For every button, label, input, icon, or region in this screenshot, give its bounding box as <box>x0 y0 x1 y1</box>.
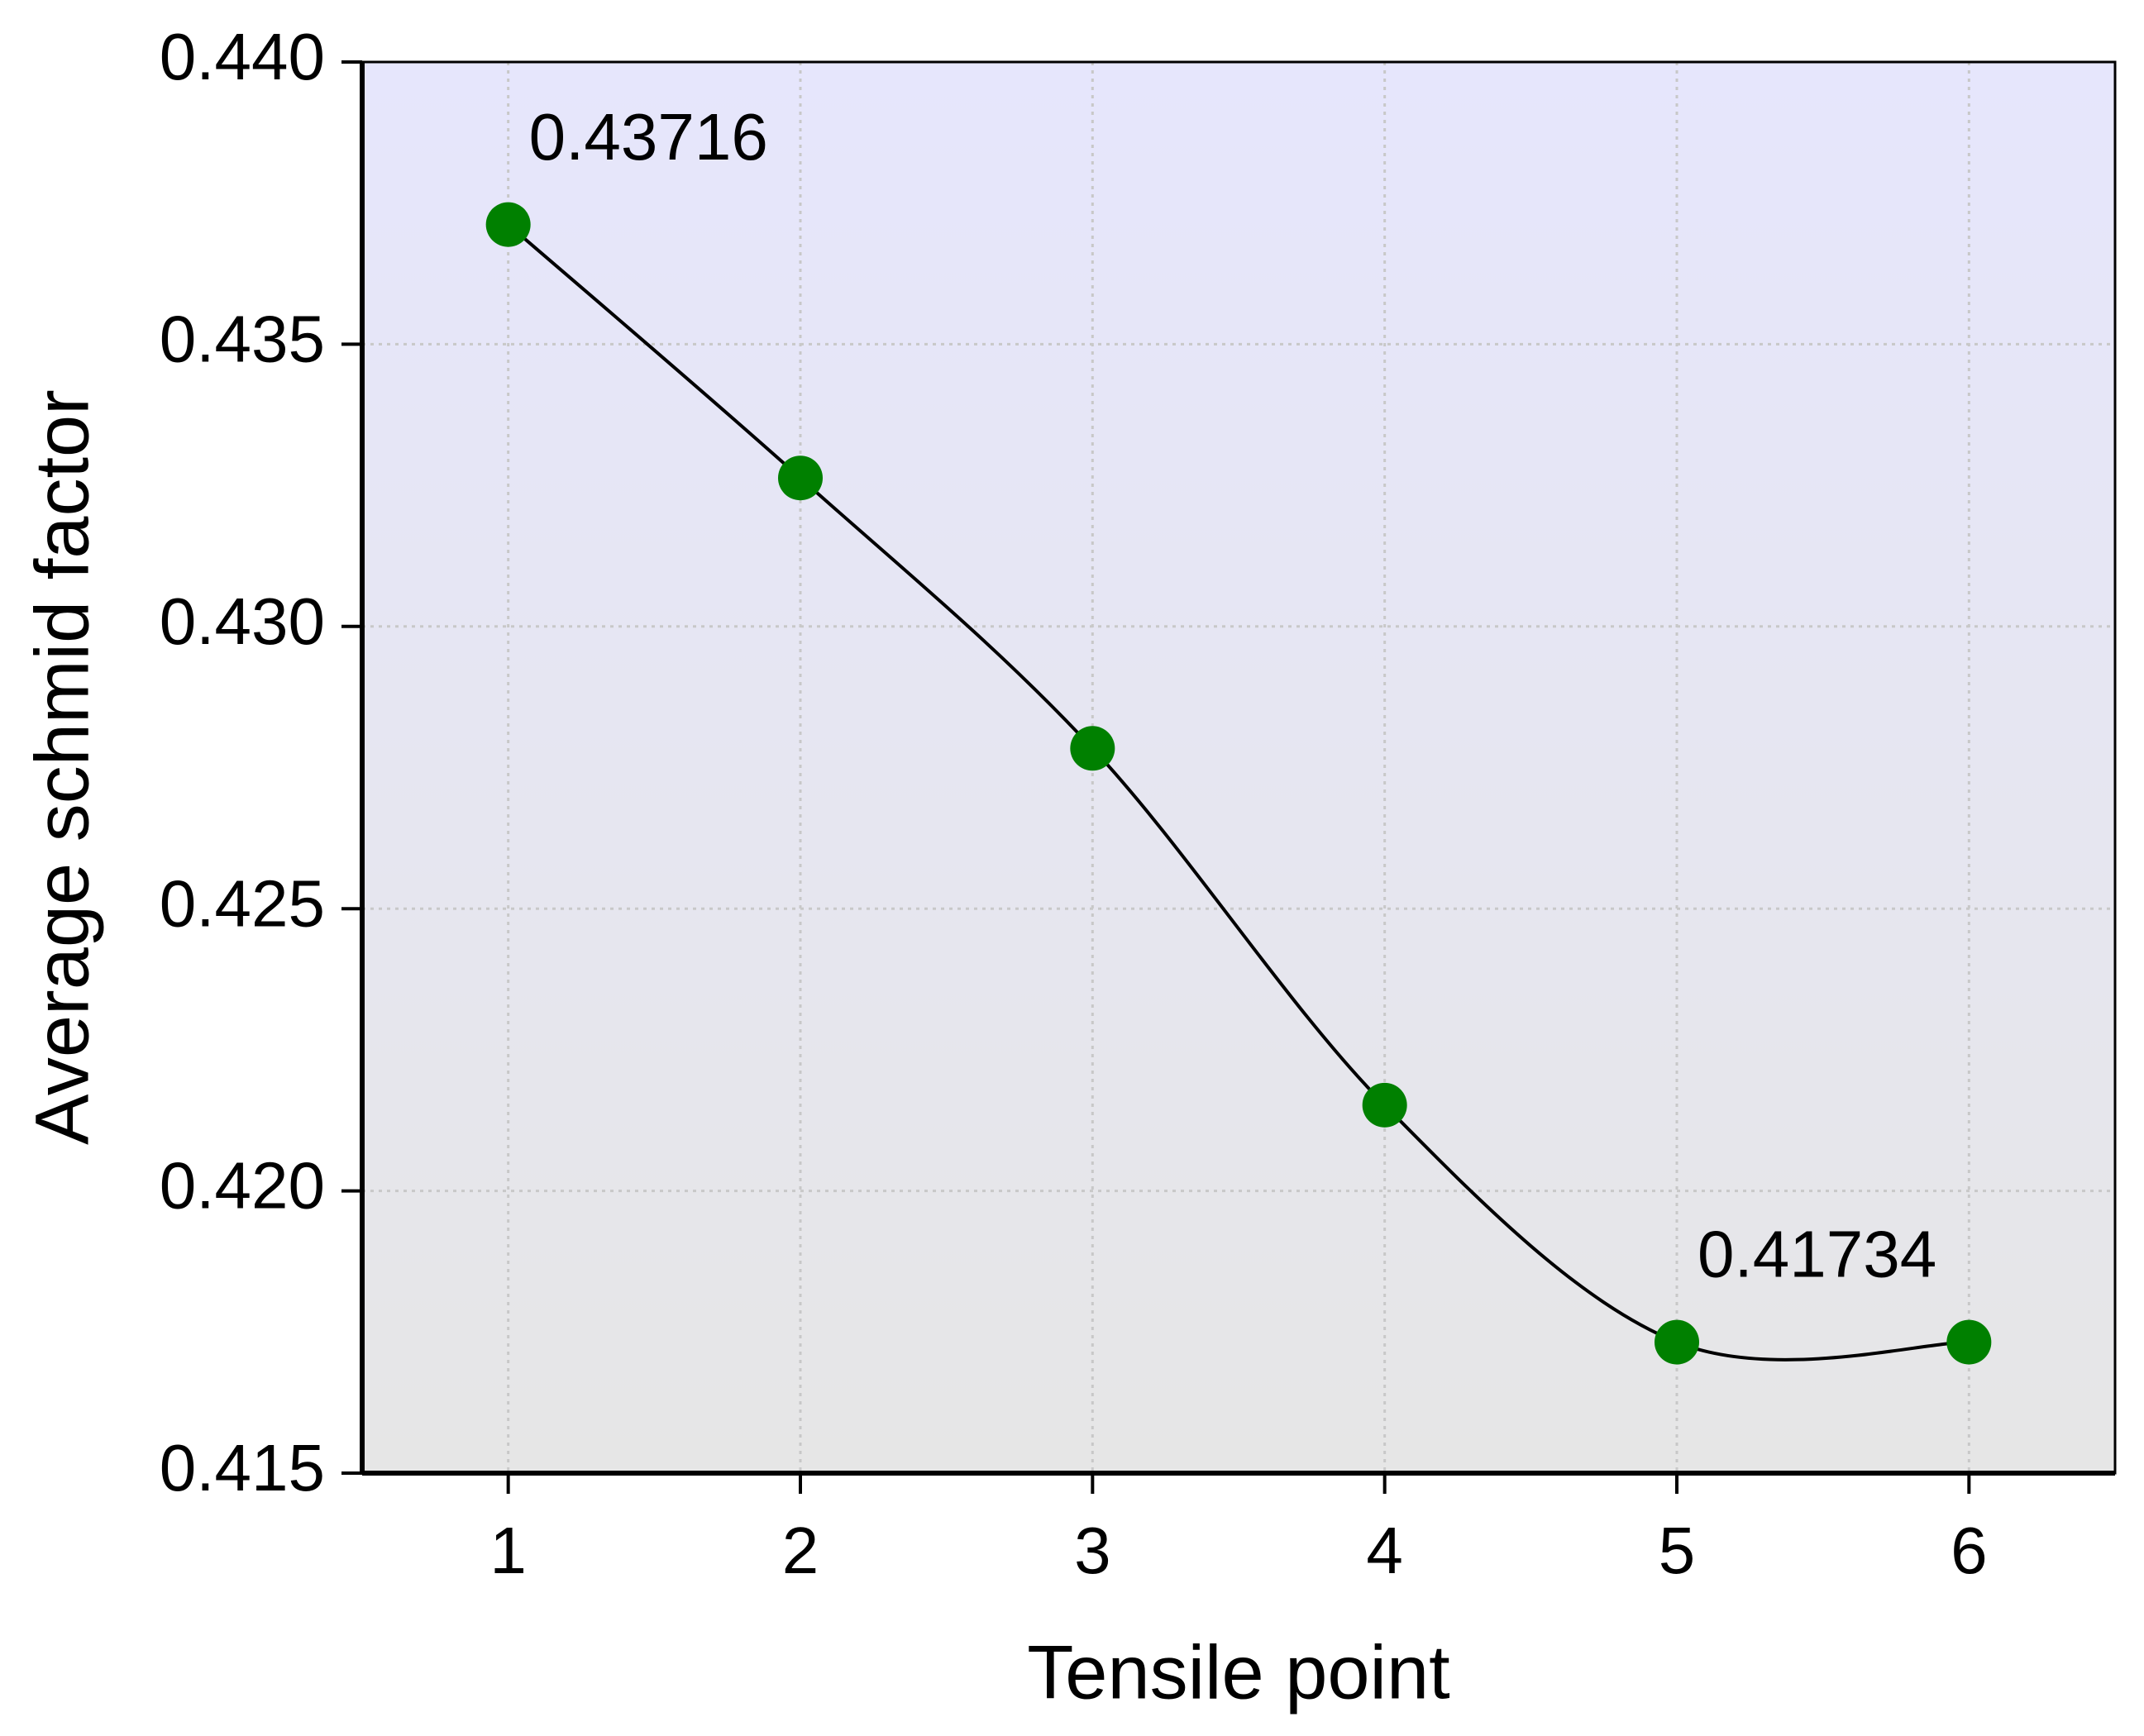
data-point <box>1362 1082 1407 1128</box>
x-tick-label: 2 <box>782 1514 819 1587</box>
y-tick-label: 0.420 <box>160 1149 325 1223</box>
x-tick-label: 1 <box>489 1514 527 1587</box>
y-tick-label: 0.425 <box>160 866 325 940</box>
y-tick-label: 0.430 <box>160 584 325 658</box>
plot-area <box>362 62 2115 1473</box>
data-point <box>1946 1319 1992 1365</box>
x-tick-label: 3 <box>1074 1514 1111 1587</box>
y-tick-label: 0.440 <box>160 20 325 93</box>
y-axis-title: Average schmid factor <box>20 389 104 1145</box>
data-point <box>485 202 531 247</box>
x-axis-title: Tensile point <box>1027 1630 1449 1715</box>
x-tick-label: 4 <box>1366 1514 1403 1587</box>
x-tick-label: 5 <box>1659 1514 1696 1587</box>
x-tick-label: 6 <box>1951 1514 1988 1587</box>
data-label: 0.41734 <box>1698 1218 1936 1291</box>
data-point <box>1070 726 1115 771</box>
data-point <box>778 455 823 501</box>
y-tick-label: 0.435 <box>160 303 325 376</box>
data-label: 0.43716 <box>529 100 768 174</box>
data-point <box>1655 1319 1699 1365</box>
y-tick-label: 0.415 <box>160 1431 325 1505</box>
